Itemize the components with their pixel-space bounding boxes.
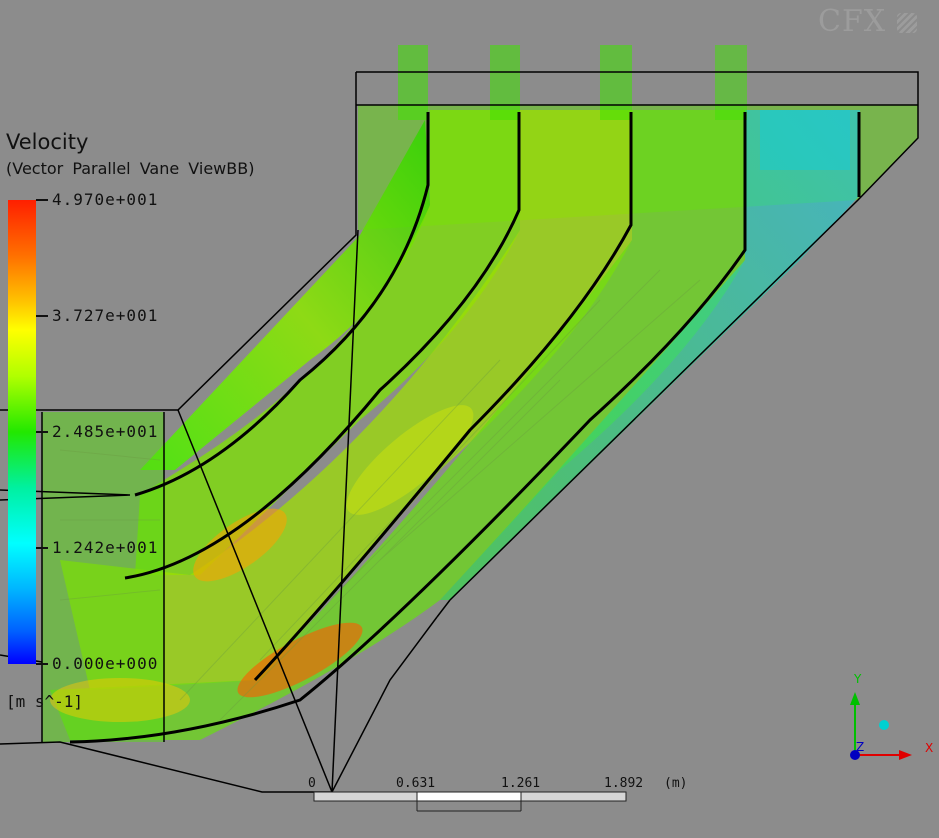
legend-tick-label: 1.242e+001 <box>52 538 159 557</box>
marker-dot <box>879 720 889 730</box>
cfx-logo: CFX <box>818 4 917 39</box>
scale-label-1: 0.631 <box>396 776 436 791</box>
scale-label-3: 1.892 <box>604 776 644 791</box>
y-axis-label: Y <box>854 672 862 686</box>
scale-label-0: 0 <box>308 776 316 791</box>
guide-vane-3 <box>253 112 633 682</box>
legend-tick-mark <box>36 663 48 665</box>
x-axis-label: X <box>925 741 934 755</box>
z-axis-label: Z <box>856 740 865 754</box>
scale-label-2: 1.261 <box>501 776 541 791</box>
velocity-legend: Velocity (Vector Parallel Vane ViewBB) 4… <box>6 130 306 730</box>
legend-tick-mark <box>36 431 48 433</box>
legend-tick-label: 2.485e+001 <box>52 422 159 441</box>
legend-subtitle: (Vector Parallel Vane ViewBB) <box>6 159 255 178</box>
guide-vanes <box>69 112 861 744</box>
legend-units: [m s^-1] <box>6 692 84 711</box>
legend-title: Velocity <box>6 130 89 154</box>
domain-outline <box>0 71 919 793</box>
legend-tick-label: 4.970e+001 <box>52 190 159 209</box>
z-axis-dot <box>850 750 860 760</box>
flow-field <box>42 45 918 742</box>
legend-tick-mark <box>36 547 48 549</box>
legend-color-bar <box>8 200 36 664</box>
guide-vane-4 <box>69 112 747 744</box>
legend-tick-mark <box>36 199 48 201</box>
legend-tick-mark <box>36 315 48 317</box>
legend-tick-label: 0.000e+000 <box>52 654 159 673</box>
legend-tick-label: 3.727e+001 <box>52 306 159 325</box>
ansys-logo-icon <box>896 13 917 33</box>
guide-vane-2 <box>124 112 521 580</box>
scale-unit: (m) <box>664 776 688 791</box>
cfx-logo-text: CFX <box>818 4 887 39</box>
scale-bar <box>313 791 627 812</box>
coordinate-triad <box>850 692 912 760</box>
guide-vane-1 <box>134 112 430 497</box>
